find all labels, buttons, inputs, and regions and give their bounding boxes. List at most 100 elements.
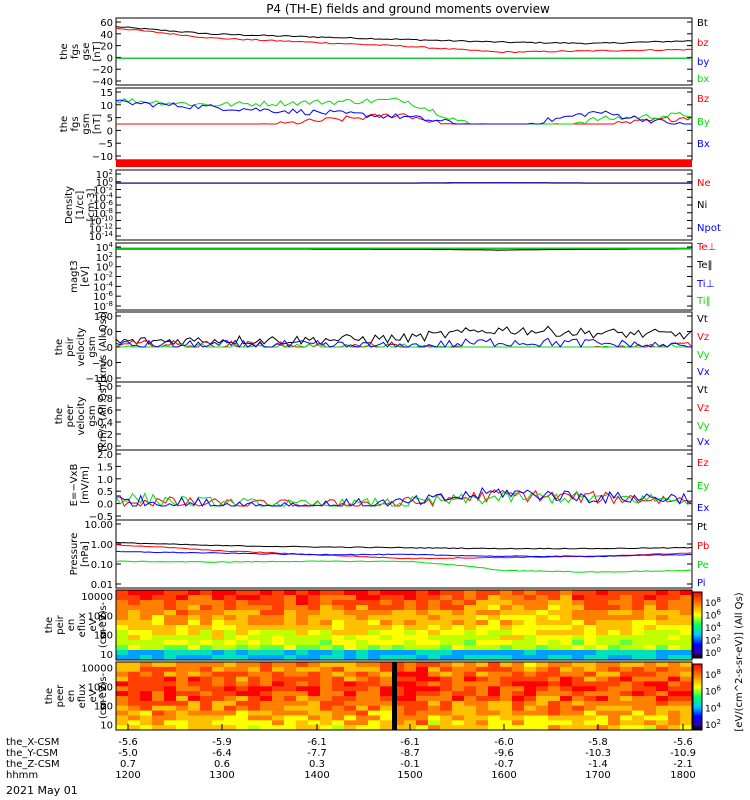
heatmap-cell [680, 671, 693, 678]
series-line-Ey [115, 490, 693, 508]
heatmap-cell [548, 600, 561, 606]
ephemeris-value: -5.6 [118, 737, 138, 748]
heatmap-cell [272, 630, 285, 636]
legend-Pi: Pi [697, 578, 706, 589]
heatmap-cell [140, 620, 153, 626]
heatmap-cell [632, 650, 645, 656]
heatmap-cell [608, 696, 621, 702]
heatmap-cell [392, 655, 405, 661]
heatmap-cell [296, 655, 309, 661]
heatmap-cell [344, 645, 357, 651]
heatmap-cell [188, 705, 201, 712]
heatmap-cell [572, 590, 585, 596]
heatmap-cell [368, 720, 381, 726]
heatmap-cell [620, 720, 633, 726]
heatmap-cell [320, 710, 333, 716]
heatmap-cell [356, 650, 369, 656]
heatmap-cell [656, 705, 669, 712]
heatmap-cell [200, 662, 213, 668]
heatmap-cell [548, 590, 561, 596]
heatmap-cell [260, 590, 273, 596]
heatmap-cell [200, 615, 213, 621]
heatmap-cell [476, 725, 489, 731]
heatmap-cell [440, 635, 453, 641]
heatmap-cell [140, 676, 153, 682]
heatmap-cell [224, 705, 237, 712]
heatmap-cell [416, 615, 429, 621]
y-tick-label: 10-10 [89, 215, 113, 228]
heatmap-cell [620, 681, 633, 687]
heatmap-cell [128, 720, 141, 726]
heatmap-cell [440, 610, 453, 616]
heatmap-cell [164, 640, 177, 646]
heatmap-cell [164, 715, 177, 721]
heatmap-cell [428, 590, 441, 596]
ephemeris-row-label: hhmm [6, 770, 38, 781]
heatmap-cell [476, 705, 489, 712]
heatmap-cell [260, 666, 273, 673]
heatmap-cell [308, 640, 321, 646]
heatmap-cell [392, 662, 405, 668]
heatmap-cell [416, 725, 429, 731]
heatmap-cell [632, 681, 645, 687]
heatmap-cell [248, 625, 261, 631]
heatmap-cell [572, 666, 585, 673]
heatmap-cell [344, 662, 357, 668]
heatmap-cell [392, 630, 405, 636]
heatmap-cell [644, 600, 657, 606]
heatmap-cell [428, 610, 441, 616]
heatmap-cell [476, 655, 489, 661]
heatmap-cell [128, 650, 141, 656]
y-tick-label: 10-6 [93, 290, 113, 303]
heatmap-cell [428, 696, 441, 702]
heatmap-cell [500, 635, 513, 641]
heatmap-cell [680, 666, 693, 673]
heatmap-cell [452, 696, 465, 702]
heatmap-cell [260, 705, 273, 712]
heatmap-cell [140, 650, 153, 656]
heatmap-cell [116, 640, 129, 646]
heatmap-cell [212, 691, 225, 697]
heatmap-cell [188, 681, 201, 687]
heatmap-cell [668, 645, 681, 651]
heatmap-cell [272, 662, 285, 668]
heatmap-cell [236, 666, 249, 673]
heatmap-cell [284, 620, 297, 626]
heatmap-cell [632, 676, 645, 682]
heatmap-cell [308, 720, 321, 726]
heatmap-cell [584, 662, 597, 668]
heatmap-cell [236, 710, 249, 716]
heatmap-cell [416, 630, 429, 636]
heatmap-cell [116, 610, 129, 616]
heatmap-cell [320, 635, 333, 641]
heatmap-cell [296, 590, 309, 596]
series-line-Pe [115, 560, 693, 573]
heatmap-cell [452, 681, 465, 687]
heatmap-cell [608, 605, 621, 611]
heatmap-cell [548, 686, 561, 692]
heatmap-cell [488, 655, 501, 661]
heatmap-cell [548, 705, 561, 712]
heatmap-cell [656, 666, 669, 673]
heatmap-cell [152, 686, 165, 692]
heatmap-cell [476, 605, 489, 611]
colorbar [692, 663, 703, 731]
heatmap-cell [416, 650, 429, 656]
heatmap-cell [452, 725, 465, 731]
heatmap-cell [644, 625, 657, 631]
heatmap-cell [500, 595, 513, 601]
heatmap-cell [164, 635, 177, 641]
y-tick-label: 102 [96, 168, 113, 181]
heatmap-cell [500, 620, 513, 626]
y-axis-label: fgs [70, 44, 81, 59]
heatmap-cell [176, 671, 189, 678]
y-tick-label: 10-14 [89, 230, 114, 243]
heatmap-cell [332, 710, 345, 716]
y-tick-label: 10-6 [93, 199, 113, 212]
y-tick-label: 0.8 [97, 394, 113, 405]
heatmap-cell [428, 666, 441, 673]
heatmap-cell [356, 691, 369, 697]
heatmap-cell [308, 676, 321, 682]
heatmap-cell [416, 696, 429, 702]
